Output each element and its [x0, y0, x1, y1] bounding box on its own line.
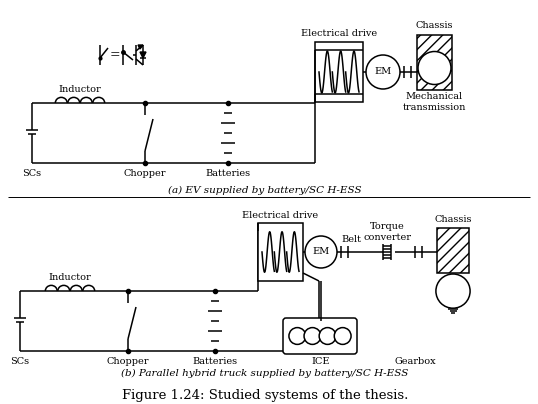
Text: Belt: Belt	[341, 234, 361, 244]
Text: SCs: SCs	[23, 170, 41, 179]
Text: EM: EM	[374, 67, 392, 76]
Text: Electrical drive: Electrical drive	[243, 210, 318, 219]
Text: (a) EV supplied by battery/SC H-ESS: (a) EV supplied by battery/SC H-ESS	[168, 185, 362, 195]
Circle shape	[418, 51, 451, 84]
Circle shape	[289, 328, 306, 344]
Text: Gearbox: Gearbox	[394, 358, 436, 366]
Bar	[417, 35, 452, 90]
Text: Batteries: Batteries	[193, 358, 238, 366]
Text: =: =	[110, 48, 121, 61]
Text: Batteries: Batteries	[206, 170, 251, 179]
FancyBboxPatch shape	[283, 318, 357, 354]
Text: Mechanical
transmission: Mechanical transmission	[403, 92, 466, 112]
Text: Chassis: Chassis	[434, 215, 472, 225]
Bar	[258, 223, 303, 281]
Bar	[437, 228, 469, 273]
Text: SCs: SCs	[10, 358, 30, 366]
Text: Chopper: Chopper	[107, 358, 149, 366]
Circle shape	[436, 274, 470, 308]
Text: Chopper: Chopper	[124, 170, 166, 179]
Text: Torque
converter: Torque converter	[363, 222, 411, 242]
Polygon shape	[140, 52, 146, 58]
Circle shape	[366, 55, 400, 89]
Polygon shape	[138, 45, 143, 49]
Text: Figure 1.24: Studied systems of the thesis.: Figure 1.24: Studied systems of the thes…	[122, 389, 408, 402]
Text: Chassis: Chassis	[416, 21, 453, 30]
Bar	[315, 42, 363, 102]
Text: ICE: ICE	[312, 356, 330, 366]
Circle shape	[304, 328, 321, 344]
Text: (b) Parallel hybrid truck supplied by battery/SC H-ESS: (b) Parallel hybrid truck supplied by ba…	[121, 368, 409, 378]
Circle shape	[334, 328, 351, 344]
Text: EM: EM	[313, 248, 330, 257]
Text: Electrical drive: Electrical drive	[301, 29, 377, 38]
Text: Inductor: Inductor	[48, 274, 91, 282]
Circle shape	[319, 328, 336, 344]
Circle shape	[305, 236, 337, 268]
Text: Inductor: Inductor	[59, 86, 101, 95]
